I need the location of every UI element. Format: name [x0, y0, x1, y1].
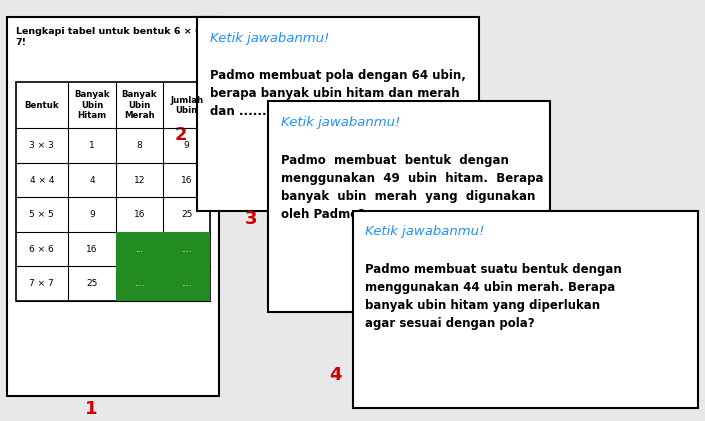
Text: ....: ....: [181, 279, 192, 288]
Text: Bentuk: Bentuk: [25, 101, 59, 110]
Text: 4: 4: [89, 176, 94, 185]
Text: 3 × 3: 3 × 3: [30, 141, 54, 150]
Text: ....: ....: [181, 245, 192, 254]
Text: 25: 25: [86, 279, 97, 288]
Bar: [116, 266, 164, 301]
Text: Padmo  membuat  bentuk  dengan
menggunakan  49  ubin  hitam.  Berapa
banyak  ubi: Padmo membuat bentuk dengan menggunakan …: [281, 154, 543, 221]
Text: 8: 8: [137, 141, 142, 150]
Text: Lengkapi tabel untuk bentuk 6 × 6 dan 7 ×
7!: Lengkapi tabel untuk bentuk 6 × 6 dan 7 …: [16, 27, 245, 48]
Text: 2: 2: [174, 126, 187, 144]
Bar: [164, 232, 210, 266]
Text: ...: ...: [135, 245, 144, 254]
Text: Banyak
Ubin
Merah: Banyak Ubin Merah: [122, 91, 157, 120]
Text: Ketik jawabanmu!: Ketik jawabanmu!: [210, 32, 329, 45]
Text: Banyak
Ubin
Hitam: Banyak Ubin Hitam: [74, 91, 110, 120]
Text: 9: 9: [184, 141, 190, 150]
Bar: [116, 232, 164, 266]
Text: 1: 1: [89, 141, 94, 150]
Text: 16: 16: [134, 210, 145, 219]
Text: 16: 16: [181, 176, 192, 185]
FancyBboxPatch shape: [197, 17, 479, 210]
Bar: [16, 82, 210, 301]
Text: 25: 25: [181, 210, 192, 219]
FancyBboxPatch shape: [7, 17, 219, 396]
Text: 6 × 6: 6 × 6: [30, 245, 54, 254]
FancyBboxPatch shape: [352, 210, 698, 408]
Text: ....: ....: [135, 279, 145, 288]
Text: Padmo membuat suatu bentuk dengan
menggunakan 44 ubin merah. Berapa
banyak ubin : Padmo membuat suatu bentuk dengan menggu…: [365, 263, 622, 330]
Text: 16: 16: [86, 245, 97, 254]
Text: 9: 9: [89, 210, 94, 219]
Text: 1: 1: [85, 400, 98, 418]
Text: 7 × 7: 7 × 7: [30, 279, 54, 288]
Text: Padmo membuat pola dengan 64 ubin,
berapa banyak ubin hitam dan merah
dan ......: Padmo membuat pola dengan 64 ubin, berap…: [210, 69, 466, 118]
Bar: [164, 266, 210, 301]
Text: Jumlah
Ubin: Jumlah Ubin: [170, 96, 203, 115]
Text: 4 × 4: 4 × 4: [30, 176, 54, 185]
Text: 12: 12: [134, 176, 145, 185]
Text: Ketik jawabanmu!: Ketik jawabanmu!: [365, 225, 484, 238]
Text: 4: 4: [329, 366, 342, 384]
Text: 5 × 5: 5 × 5: [30, 210, 54, 219]
Text: Ketik jawabanmu!: Ketik jawabanmu!: [281, 116, 400, 129]
FancyBboxPatch shape: [268, 101, 550, 312]
Text: 3: 3: [245, 210, 257, 228]
